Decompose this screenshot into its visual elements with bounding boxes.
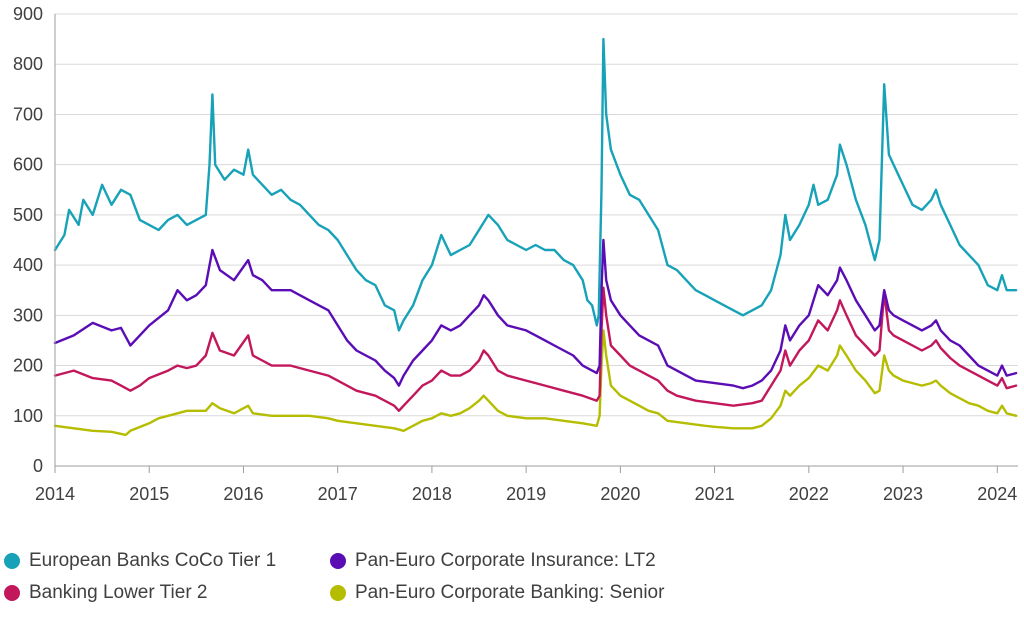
y-tick-label-200: 200 — [13, 356, 43, 376]
x-tick-label-2024: 2024 — [977, 484, 1017, 504]
legend-marker-banking-senior — [330, 585, 346, 601]
x-tick-label-2017: 2017 — [318, 484, 358, 504]
legend-item-banking-senior: Pan-Euro Corporate Banking: Senior — [330, 582, 664, 604]
x-tick-label-2015: 2015 — [129, 484, 169, 504]
series-line-banking-lower-tier-2 — [53, 286, 1018, 412]
y-tick-label-400: 400 — [13, 255, 43, 275]
legend-item-banking-lt2: Banking Lower Tier 2 — [4, 582, 208, 604]
legend-label-coco-tier1: European Banks CoCo Tier 1 — [29, 550, 277, 571]
legend-label-banking-senior: Pan-Euro Corporate Banking: Senior — [355, 582, 665, 603]
x-tick-label-2021: 2021 — [695, 484, 735, 504]
y-tick-label-800: 800 — [13, 54, 43, 74]
legend: European Banks CoCo Tier 1 Banking Lower… — [0, 540, 1024, 622]
legend-label-insurance-lt2: Pan-Euro Corporate Insurance: LT2 — [355, 550, 656, 571]
x-tick-label-2023: 2023 — [883, 484, 923, 504]
series-lines — [53, 37, 1018, 437]
x-tick-label-2020: 2020 — [600, 484, 640, 504]
x-tick-label-2014: 2014 — [35, 484, 75, 504]
legend-marker-insurance-lt2 — [330, 553, 346, 569]
legend-label-banking-lt2: Banking Lower Tier 2 — [29, 582, 208, 603]
series-line-pan-euro-corporate-insurance-lt2 — [53, 238, 1018, 390]
y-tick-label-300: 300 — [13, 305, 43, 325]
x-tick-label-2016: 2016 — [223, 484, 263, 504]
x-tick-labels: 2014 2015 2016 2017 2018 2019 2020 2021 2022 2023… — [35, 484, 1017, 504]
legend-marker-banking-lt2 — [4, 585, 20, 601]
series-line-european-banks-coco-tier-1 — [53, 37, 1018, 332]
y-tick-label-0: 0 — [33, 456, 43, 476]
axes — [54, 14, 1018, 473]
x-tick-label-2022: 2022 — [789, 484, 829, 504]
y-tick-label-900: 900 — [13, 4, 43, 24]
y-tick-label-500: 500 — [13, 205, 43, 225]
legend-item-coco-tier1: European Banks CoCo Tier 1 — [4, 550, 276, 572]
y-tick-label-100: 100 — [13, 406, 43, 426]
y-tick-label-600: 600 — [13, 155, 43, 175]
legend-marker-coco-tier1 — [4, 553, 20, 569]
series-line-pan-euro-corporate-banking-senior — [53, 329, 1018, 437]
y-tick-labels: 0 100 200 300 400 500 600 700 800 900 — [13, 4, 43, 476]
legend-item-insurance-lt2: Pan-Euro Corporate Insurance: LT2 — [330, 550, 656, 572]
x-tick-label-2018: 2018 — [412, 484, 452, 504]
x-tick-label-2019: 2019 — [506, 484, 546, 504]
y-tick-label-700: 700 — [13, 104, 43, 124]
